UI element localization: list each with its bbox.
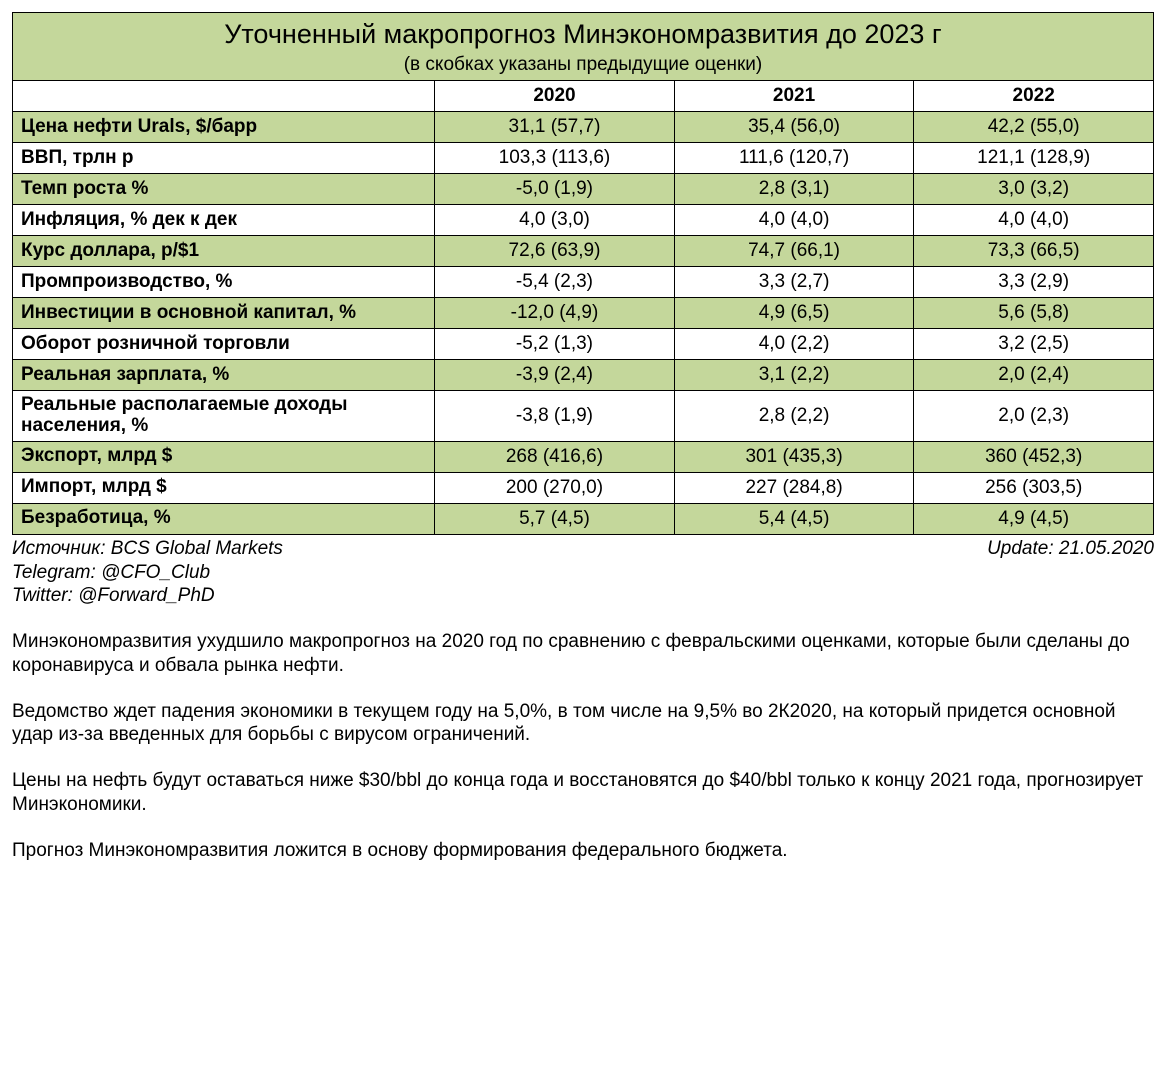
col-header-2020: 2020 — [435, 81, 675, 112]
row-value: -5,4 (2,3) — [435, 267, 675, 298]
row-value: 3,1 (2,2) — [674, 360, 914, 391]
row-value: 111,6 (120,7) — [674, 143, 914, 174]
row-value: 103,3 (113,6) — [435, 143, 675, 174]
row-label: Инвестиции в основной капитал, % — [13, 298, 435, 329]
row-value: 3,3 (2,9) — [914, 267, 1154, 298]
row-value: -5,0 (1,9) — [435, 174, 675, 205]
row-label: Безработица, % — [13, 503, 435, 534]
row-label: Реальная зарплата, % — [13, 360, 435, 391]
col-header-label — [13, 81, 435, 112]
table-row: Реальная зарплата, %-3,9 (2,4)3,1 (2,2)2… — [13, 360, 1154, 391]
table-row: Безработица, %5,7 (4,5)5,4 (4,5)4,9 (4,5… — [13, 503, 1154, 534]
table-row: Цена нефти Urals, $/барр31,1 (57,7)35,4 … — [13, 112, 1154, 143]
table-title-cell: Уточненный макропрогноз Минэкономразвити… — [13, 13, 1154, 81]
table-subtitle: (в скобках указаны предыдущие оценки) — [21, 54, 1145, 76]
footer-telegram: Telegram: @CFO_Club — [12, 561, 283, 585]
table-row: ВВП, трлн р103,3 (113,6)111,6 (120,7)121… — [13, 143, 1154, 174]
commentary-paragraph: Минэкономразвития ухудшило макропрогноз … — [12, 630, 1154, 678]
row-value: 42,2 (55,0) — [914, 112, 1154, 143]
commentary-paragraph: Ведомство ждет падения экономики в текущ… — [12, 700, 1154, 748]
table-row: Оборот розничной торговли-5,2 (1,3)4,0 (… — [13, 329, 1154, 360]
row-value: 5,6 (5,8) — [914, 298, 1154, 329]
footer-left: Источник: BCS Global Markets Telegram: @… — [12, 537, 283, 608]
row-value: 3,2 (2,5) — [914, 329, 1154, 360]
row-value: 5,7 (4,5) — [435, 503, 675, 534]
table-title: Уточненный макропрогноз Минэкономразвити… — [21, 17, 1145, 52]
row-label: Темп роста % — [13, 174, 435, 205]
table-row: Импорт, млрд $200 (270,0)227 (284,8)256 … — [13, 472, 1154, 503]
row-value: 200 (270,0) — [435, 472, 675, 503]
row-value: 121,1 (128,9) — [914, 143, 1154, 174]
row-value: 2,0 (2,4) — [914, 360, 1154, 391]
row-label: Оборот розничной торговли — [13, 329, 435, 360]
commentary-paragraph: Цены на нефть будут оставаться ниже $30/… — [12, 769, 1154, 817]
row-value: -5,2 (1,3) — [435, 329, 675, 360]
table-row: Инвестиции в основной капитал, %-12,0 (4… — [13, 298, 1154, 329]
row-value: 268 (416,6) — [435, 441, 675, 472]
row-value: 4,0 (4,0) — [674, 205, 914, 236]
row-label: Цена нефти Urals, $/барр — [13, 112, 435, 143]
row-value: -3,9 (2,4) — [435, 360, 675, 391]
table-row: Реальные располагаемые доходы населения,… — [13, 391, 1154, 442]
row-value: 74,7 (66,1) — [674, 236, 914, 267]
row-label: Импорт, млрд $ — [13, 472, 435, 503]
row-value: -3,8 (1,9) — [435, 391, 675, 442]
row-value: 4,0 (3,0) — [435, 205, 675, 236]
table-row: Инфляция, % дек к дек4,0 (3,0)4,0 (4,0)4… — [13, 205, 1154, 236]
col-header-2022: 2022 — [914, 81, 1154, 112]
footer-source: Источник: BCS Global Markets — [12, 537, 283, 561]
row-label: ВВП, трлн р — [13, 143, 435, 174]
row-value: 31,1 (57,7) — [435, 112, 675, 143]
table-row: Экспорт, млрд $268 (416,6)301 (435,3)360… — [13, 441, 1154, 472]
row-value: 4,9 (4,5) — [914, 503, 1154, 534]
table-row: Промпроизводство, %-5,4 (2,3)3,3 (2,7)3,… — [13, 267, 1154, 298]
row-label: Экспорт, млрд $ — [13, 441, 435, 472]
table-row: Курс доллара, р/$172,6 (63,9)74,7 (66,1)… — [13, 236, 1154, 267]
table-header-row: 2020 2021 2022 — [13, 81, 1154, 112]
footer-update: Update: 21.05.2020 — [987, 537, 1154, 608]
row-value: 3,0 (3,2) — [914, 174, 1154, 205]
forecast-table: Уточненный макропрогноз Минэкономразвити… — [12, 12, 1154, 535]
row-value: 2,0 (2,3) — [914, 391, 1154, 442]
row-value: 72,6 (63,9) — [435, 236, 675, 267]
row-value: 35,4 (56,0) — [674, 112, 914, 143]
commentary-paragraph: Прогноз Минэкономразвития ложится в осно… — [12, 839, 1154, 863]
footer-twitter: Twitter: @Forward_PhD — [12, 584, 283, 608]
row-value: 3,3 (2,7) — [674, 267, 914, 298]
row-value: 2,8 (2,2) — [674, 391, 914, 442]
row-label: Реальные располагаемые доходы населения,… — [13, 391, 435, 442]
row-value: 2,8 (3,1) — [674, 174, 914, 205]
row-label: Инфляция, % дек к дек — [13, 205, 435, 236]
row-value: 4,0 (4,0) — [914, 205, 1154, 236]
row-value: 227 (284,8) — [674, 472, 914, 503]
row-label: Промпроизводство, % — [13, 267, 435, 298]
col-header-2021: 2021 — [674, 81, 914, 112]
row-value: 256 (303,5) — [914, 472, 1154, 503]
row-value: 301 (435,3) — [674, 441, 914, 472]
row-value: -12,0 (4,9) — [435, 298, 675, 329]
commentary-block: Минэкономразвития ухудшило макропрогноз … — [12, 630, 1154, 862]
row-value: 5,4 (4,5) — [674, 503, 914, 534]
row-value: 4,9 (6,5) — [674, 298, 914, 329]
row-label: Курс доллара, р/$1 — [13, 236, 435, 267]
footer-block: Источник: BCS Global Markets Telegram: @… — [12, 537, 1154, 608]
row-value: 360 (452,3) — [914, 441, 1154, 472]
row-value: 4,0 (2,2) — [674, 329, 914, 360]
table-body: Цена нефти Urals, $/барр31,1 (57,7)35,4 … — [13, 112, 1154, 535]
table-row: Темп роста %-5,0 (1,9)2,8 (3,1)3,0 (3,2) — [13, 174, 1154, 205]
row-value: 73,3 (66,5) — [914, 236, 1154, 267]
